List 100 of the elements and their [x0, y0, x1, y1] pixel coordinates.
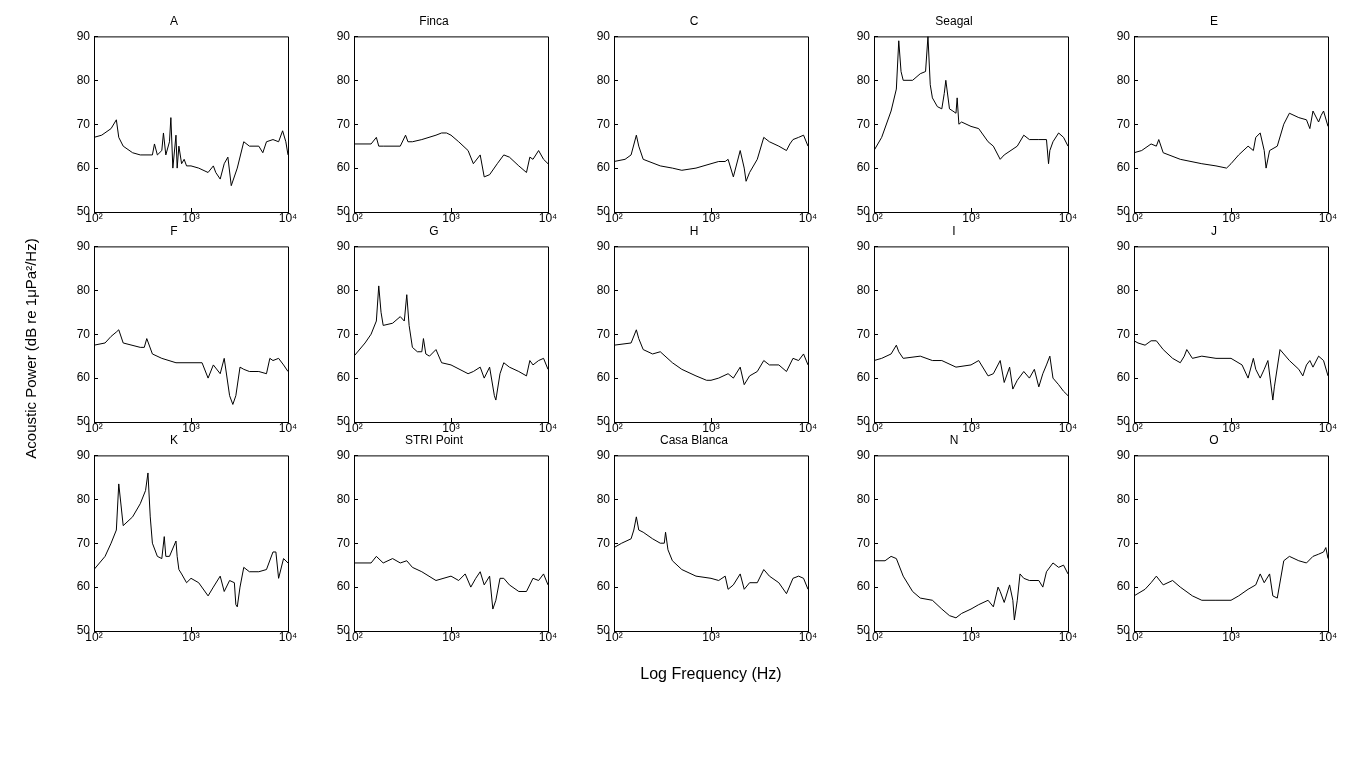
y-tick-label: 60	[856, 160, 871, 175]
y-tick-label: 60	[596, 160, 611, 175]
y-tick-label: 80	[1116, 491, 1131, 506]
y-tick-label: 80	[856, 491, 871, 506]
y-tick-label: 60	[336, 160, 351, 175]
y-tick-label: 90	[1116, 238, 1131, 253]
y-tick-label: 90	[1116, 447, 1131, 462]
chart-title: F	[170, 223, 178, 238]
x-tick-label: 10⁴	[1318, 210, 1338, 225]
y-tick-label: 60	[76, 160, 91, 175]
y-tick-label: 70	[336, 535, 351, 550]
y-tick-label: 80	[1116, 72, 1131, 87]
y-tick-label: 90	[596, 447, 611, 462]
y-tick-label: 60	[596, 579, 611, 594]
y-axis-title: Acoustic Power (dB re 1μPa²/Hz)	[21, 237, 39, 459]
x-tick-label: 10⁴	[798, 210, 818, 225]
x-tick-label: 10³	[1222, 420, 1240, 435]
y-tick-label: 70	[596, 326, 611, 341]
x-tick-label: 10³	[442, 629, 460, 644]
y-tick-label: 70	[1116, 326, 1131, 341]
chart-title: Casa Blanca	[659, 432, 729, 447]
x-tick-label: 10³	[702, 210, 720, 225]
y-tick-label: 70	[336, 116, 351, 131]
y-tick-label: 90	[856, 447, 871, 462]
x-tick-label: 10⁴	[798, 629, 818, 644]
y-tick-label: 60	[1116, 160, 1131, 175]
y-tick-label: 80	[336, 282, 351, 297]
y-tick-label: 90	[596, 28, 611, 43]
x-tick-label: 10⁴	[278, 420, 298, 435]
y-tick-label: 70	[856, 116, 871, 131]
y-tick-label: 80	[336, 491, 351, 506]
y-tick-label: 90	[856, 28, 871, 43]
y-tick-label: 90	[336, 238, 351, 253]
x-tick-label: 10³	[442, 210, 460, 225]
y-tick-label: 90	[596, 238, 611, 253]
chart-title: J	[1211, 223, 1217, 238]
x-tick-label: 10³	[962, 420, 980, 435]
y-tick-label: 70	[1116, 116, 1131, 131]
y-tick-label: 90	[76, 447, 91, 462]
y-tick-label: 60	[1116, 369, 1131, 384]
y-tick-label: 80	[336, 72, 351, 87]
x-axis-title: Log Frequency (Hz)	[640, 665, 782, 683]
x-tick-label: 10⁴	[538, 210, 558, 225]
y-tick-label: 70	[596, 116, 611, 131]
y-tick-label: 90	[1116, 28, 1131, 43]
y-tick-label: 70	[1116, 535, 1131, 550]
x-tick-label: 10³	[962, 629, 980, 644]
x-tick-label: 10⁴	[538, 629, 558, 644]
x-tick-label: 10⁴	[1058, 210, 1078, 225]
y-tick-label: 70	[76, 535, 91, 550]
x-tick-label: 10³	[702, 420, 720, 435]
x-tick-label: 10⁴	[278, 210, 298, 225]
chart-title: STRI Point	[404, 432, 464, 447]
x-tick-label: 10³	[702, 629, 720, 644]
y-tick-label: 70	[76, 116, 91, 131]
x-tick-label: 10³	[182, 420, 200, 435]
y-tick-label: 60	[336, 369, 351, 384]
y-tick-label: 90	[76, 28, 91, 43]
x-tick-label: 10⁴	[1318, 420, 1338, 435]
y-tick-label: 90	[76, 238, 91, 253]
chart-title: Finca	[419, 13, 449, 28]
y-tick-label: 90	[336, 28, 351, 43]
x-tick-label: 10⁴	[278, 629, 298, 644]
y-tick-label: 60	[596, 369, 611, 384]
chart-title: I	[952, 223, 956, 238]
y-tick-label: 60	[1116, 579, 1131, 594]
chart-title: Seagal	[935, 13, 973, 28]
y-tick-label: 80	[1116, 282, 1131, 297]
x-tick-label: 10³	[962, 210, 980, 225]
y-tick-label: 60	[76, 579, 91, 594]
x-tick-label: 10³	[1222, 629, 1240, 644]
y-tick-label: 80	[596, 282, 611, 297]
x-tick-label: 10⁴	[1058, 629, 1078, 644]
y-tick-label: 60	[856, 579, 871, 594]
chart-title: K	[169, 432, 179, 447]
y-tick-label: 60	[336, 579, 351, 594]
chart-title: G	[429, 223, 439, 238]
y-tick-label: 70	[856, 535, 871, 550]
y-tick-label: 70	[596, 535, 611, 550]
y-tick-label: 70	[856, 326, 871, 341]
y-tick-label: 70	[76, 326, 91, 341]
chart-title: H	[689, 223, 699, 238]
chart-title: N	[949, 432, 959, 447]
x-tick-label: 10⁴	[1318, 629, 1338, 644]
y-tick-label: 90	[336, 447, 351, 462]
x-tick-label: 10⁴	[538, 420, 558, 435]
y-tick-label: 80	[856, 282, 871, 297]
y-tick-label: 70	[336, 326, 351, 341]
y-tick-label: 80	[596, 72, 611, 87]
chart-title: C	[689, 13, 699, 28]
y-tick-label: 80	[596, 491, 611, 506]
chart-title: O	[1209, 432, 1219, 447]
x-tick-label: 10³	[182, 629, 200, 644]
chart-title: A	[169, 13, 179, 28]
y-tick-label: 80	[76, 491, 91, 506]
x-tick-label: 10⁴	[798, 420, 818, 435]
y-tick-label: 60	[76, 369, 91, 384]
y-tick-label: 60	[856, 369, 871, 384]
x-tick-label: 10³	[182, 210, 200, 225]
y-tick-label: 80	[76, 72, 91, 87]
